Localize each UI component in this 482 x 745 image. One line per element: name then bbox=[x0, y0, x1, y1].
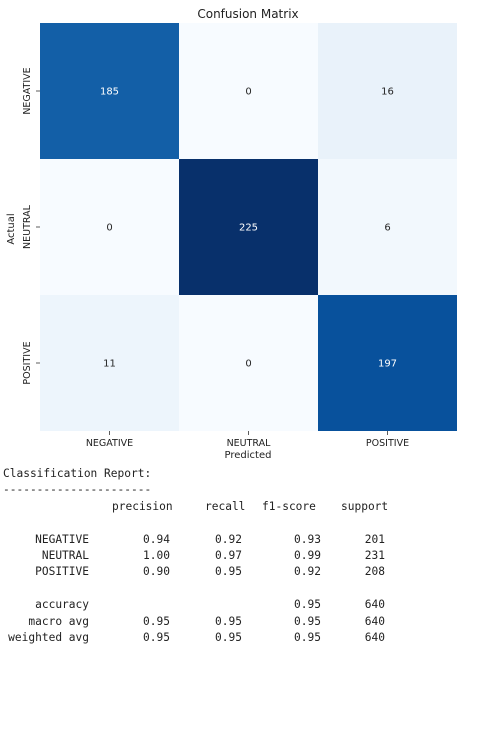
x-tick-label: NEUTRAL bbox=[227, 438, 272, 449]
summary-label: weighted avg bbox=[8, 630, 89, 644]
summary-recall: 0.95 bbox=[215, 614, 242, 628]
heatmap-cell bbox=[179, 159, 318, 295]
report-summary-row: accuracy 0.95 640 bbox=[3, 597, 479, 613]
heatmap-cell bbox=[40, 295, 179, 431]
row-precision: 0.90 bbox=[143, 565, 170, 579]
row-support: 208 bbox=[364, 565, 385, 579]
row-recall: 0.97 bbox=[215, 548, 242, 562]
summary-label: accuracy bbox=[35, 598, 89, 612]
y-tick-label: NEUTRAL bbox=[22, 204, 33, 249]
summary-f1: 0.95 bbox=[294, 598, 321, 612]
classification-report: Classification Report: -----------------… bbox=[3, 466, 479, 656]
cell-value-label: 0 bbox=[245, 359, 251, 370]
report-row: POSITIVE 0.90 0.95 0.92 208 bbox=[3, 564, 479, 580]
row-precision: 1.00 bbox=[143, 548, 170, 562]
cell-value-label: 16 bbox=[381, 87, 394, 98]
heatmap-cell bbox=[179, 23, 318, 159]
y-axis-label: Actual bbox=[6, 213, 17, 244]
cell-value-label: 0 bbox=[106, 223, 112, 234]
x-tick-label: NEGATIVE bbox=[86, 438, 133, 449]
row-label: NEGATIVE bbox=[35, 532, 89, 546]
x-tick-label: POSITIVE bbox=[366, 438, 409, 449]
header-f1-score: f1-score bbox=[262, 499, 316, 513]
heatmap-cell bbox=[318, 159, 457, 295]
summary-support: 640 bbox=[364, 630, 385, 644]
summary-support: 640 bbox=[364, 598, 385, 612]
heatmap-svg: Confusion Matrix 185 0 16 0 225 6 11 0 197 NEGAT… bbox=[6, 7, 457, 461]
header-recall: recall bbox=[205, 499, 246, 513]
row-f1: 0.93 bbox=[294, 532, 321, 546]
x-axis-label: Predicted bbox=[225, 450, 272, 461]
y-tick-label: POSITIVE bbox=[22, 341, 33, 384]
row-f1: 0.99 bbox=[294, 548, 321, 562]
report-summary-row: weighted avg 0.95 0.95 0.95 640 bbox=[3, 630, 479, 646]
row-recall: 0.95 bbox=[215, 565, 242, 579]
heatmap-cell bbox=[40, 23, 179, 159]
y-tick-label: NEGATIVE bbox=[22, 67, 33, 114]
row-label: NEUTRAL bbox=[41, 548, 89, 562]
report-separator-line: ---------------------- bbox=[3, 482, 479, 498]
summary-label: macro avg bbox=[28, 614, 89, 628]
cell-value-label: 6 bbox=[384, 223, 390, 234]
header-precision: precision bbox=[112, 499, 173, 513]
cell-value-label: 11 bbox=[103, 359, 116, 370]
cell-value-label: 0 bbox=[245, 87, 251, 98]
report-title: Classification Report: bbox=[3, 467, 152, 480]
cell-value-label: 225 bbox=[239, 223, 258, 234]
row-label: POSITIVE bbox=[35, 565, 89, 579]
heatmap-cells: 185 0 16 0 225 6 11 0 197 bbox=[40, 23, 457, 431]
row-f1: 0.92 bbox=[294, 565, 321, 579]
confusion-matrix-chart: Confusion Matrix 185 0 16 0 225 6 11 0 197 NEGAT… bbox=[6, 7, 457, 461]
report-row: NEUTRAL 1.00 0.97 0.99 231 bbox=[3, 548, 479, 564]
report-header-row: precision recall f1-score support bbox=[3, 499, 479, 515]
summary-precision: 0.95 bbox=[143, 630, 170, 644]
report-row: NEGATIVE 0.94 0.92 0.93 201 bbox=[3, 532, 479, 548]
axis-ticks: NEGATIVE NEUTRAL POSITIVE NEGATIVE NEUTRAL PO… bbox=[22, 67, 409, 449]
cell-value-label: 197 bbox=[378, 359, 397, 370]
summary-support: 640 bbox=[364, 614, 385, 628]
report-blank-line bbox=[3, 581, 479, 597]
row-support: 201 bbox=[364, 532, 385, 546]
row-support: 231 bbox=[364, 548, 385, 562]
header-support: support bbox=[341, 499, 389, 513]
report-summary-row: macro avg 0.95 0.95 0.95 640 bbox=[3, 614, 479, 630]
report-blank-line bbox=[3, 515, 479, 531]
cell-value-label: 185 bbox=[100, 87, 119, 98]
chart-title: Confusion Matrix bbox=[197, 7, 298, 21]
heatmap-cell bbox=[318, 23, 457, 159]
summary-f1: 0.95 bbox=[294, 630, 321, 644]
summary-recall: 0.95 bbox=[215, 630, 242, 644]
summary-f1: 0.95 bbox=[294, 614, 321, 628]
summary-precision: 0.95 bbox=[143, 614, 170, 628]
report-title-line: Classification Report: bbox=[3, 466, 479, 482]
report-separator: ---------------------- bbox=[3, 483, 152, 497]
heatmap-cell bbox=[179, 295, 318, 431]
row-recall: 0.92 bbox=[215, 532, 242, 546]
heatmap-cell bbox=[40, 159, 179, 295]
heatmap-cell bbox=[318, 295, 457, 431]
row-precision: 0.94 bbox=[143, 532, 170, 546]
